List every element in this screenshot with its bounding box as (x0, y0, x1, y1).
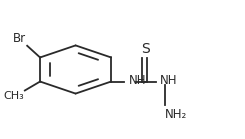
Text: NH₂: NH₂ (165, 108, 187, 121)
Text: S: S (141, 42, 149, 56)
Text: CH₃: CH₃ (3, 91, 24, 101)
Text: NH: NH (160, 74, 177, 87)
Text: NH: NH (129, 74, 146, 87)
Text: Br: Br (13, 32, 26, 45)
